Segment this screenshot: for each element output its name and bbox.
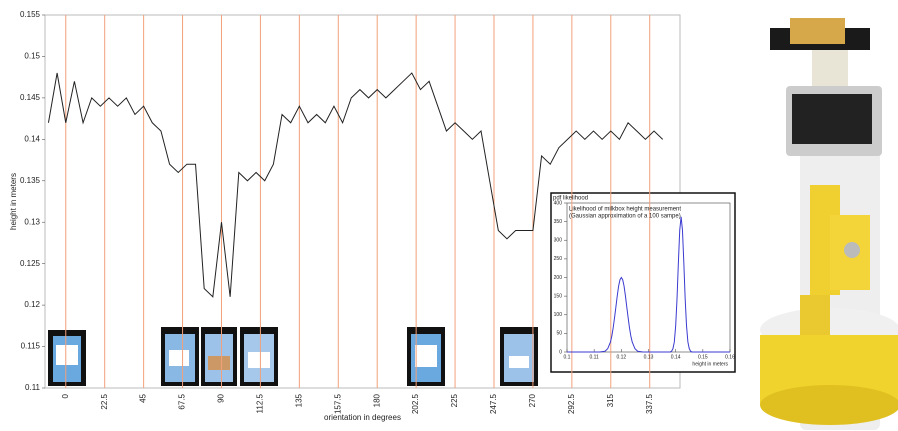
x-tick-label: 135 [294, 393, 303, 407]
y-tick-label: 0 [559, 349, 562, 355]
x-tick-label: 0.15 [698, 354, 708, 360]
y-tick-label: 0.145 [20, 93, 41, 102]
y-axis-label: height in meters [9, 173, 18, 230]
y-tick-label: 400 [554, 200, 563, 206]
x-tick-label: 0.12 [616, 354, 626, 360]
x-tick-label: 270 [528, 393, 537, 407]
y-tick-label: 0.155 [20, 10, 41, 19]
y-tick-label: 350 [554, 219, 563, 225]
y-tick-label: 200 [554, 275, 563, 281]
x-tick-label: 157.5 [333, 393, 342, 414]
x-tick-label: 202.5 [411, 393, 420, 414]
y-tick-label: 150 [554, 293, 563, 299]
x-axis-label: orientation in degrees [324, 413, 401, 422]
photos [48, 327, 538, 386]
y-tick-label: 0.15 [24, 52, 40, 61]
x-tick-label: 112.5 [256, 393, 265, 413]
data-line [567, 216, 730, 353]
x-tick-label: 22.5 [100, 393, 109, 409]
x-tick-label: 247.5 [489, 393, 498, 414]
y-tick-label: 100 [554, 312, 563, 318]
x-tick-label: 0.16 [725, 354, 735, 360]
annotation: (Gaussian approximation of a 100 sampe) [569, 214, 681, 220]
y-tick-label: 0.115 [21, 342, 41, 351]
y-tick-label: 250 [554, 256, 563, 262]
x-tick-label: 0.14 [671, 354, 681, 360]
data-line [47, 72, 664, 298]
x-tick-label: 0.11 [589, 354, 599, 360]
y-tick-label: 0.125 [20, 259, 41, 268]
inset-frame [550, 192, 736, 373]
x-tick-label: 337.5 [645, 393, 654, 414]
y-tick-label: 300 [554, 238, 563, 244]
x-tick-label: 67.5 [178, 393, 187, 409]
x-tick-label: 180 [372, 393, 381, 407]
y-tick-label: 0.14 [24, 134, 40, 143]
x-tick-label: 315 [606, 393, 615, 407]
y-tick-label: 0.12 [24, 300, 40, 309]
x-axis-label: height in meters [692, 361, 728, 367]
x-tick-label: 45 [139, 393, 148, 402]
x-tick-label: 0 [61, 393, 70, 398]
y-tick-label: 0.13 [24, 217, 40, 226]
x-tick-label: 225 [450, 393, 459, 407]
x-tick-label: 90 [217, 393, 226, 402]
y-tick-label: 0.11 [25, 383, 41, 392]
annotation: Likelihood of milkbox height measurement [569, 207, 681, 213]
x-tick-label: 292.5 [567, 393, 576, 414]
x-tick-label: 0.13 [644, 354, 654, 360]
chart-title: pdf likelihood [553, 196, 588, 202]
y-tick-label: 50 [556, 331, 562, 337]
x-tick-label: 0.1 [564, 354, 571, 360]
y-tick-label: 0.135 [20, 176, 41, 185]
robot-photo [760, 18, 898, 430]
